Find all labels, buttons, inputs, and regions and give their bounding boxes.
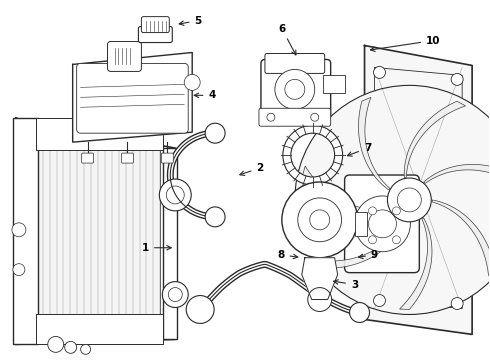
Text: 3: 3: [334, 280, 358, 289]
Circle shape: [275, 69, 315, 109]
Circle shape: [368, 210, 396, 238]
Text: 2: 2: [240, 163, 264, 175]
Circle shape: [285, 80, 305, 99]
Circle shape: [267, 113, 275, 121]
Text: 8: 8: [277, 250, 298, 260]
Circle shape: [48, 336, 64, 352]
Polygon shape: [302, 166, 389, 212]
Circle shape: [388, 178, 431, 222]
FancyBboxPatch shape: [13, 118, 38, 345]
Text: 9: 9: [359, 250, 378, 260]
Polygon shape: [365, 45, 472, 334]
FancyBboxPatch shape: [261, 59, 331, 119]
Circle shape: [451, 298, 463, 310]
Circle shape: [159, 179, 191, 211]
Circle shape: [310, 210, 330, 230]
FancyBboxPatch shape: [163, 148, 177, 339]
FancyBboxPatch shape: [107, 41, 142, 71]
Polygon shape: [73, 53, 192, 142]
FancyBboxPatch shape: [344, 175, 419, 273]
Polygon shape: [424, 165, 490, 185]
Circle shape: [349, 302, 369, 323]
Circle shape: [397, 188, 421, 212]
Circle shape: [308, 288, 332, 311]
Circle shape: [184, 75, 200, 90]
Circle shape: [298, 198, 342, 242]
Polygon shape: [359, 97, 390, 190]
FancyBboxPatch shape: [355, 212, 367, 236]
Polygon shape: [302, 258, 338, 300]
FancyBboxPatch shape: [36, 118, 163, 150]
Circle shape: [168, 288, 182, 302]
Text: 1: 1: [142, 243, 171, 253]
Circle shape: [166, 186, 184, 204]
FancyBboxPatch shape: [265, 54, 325, 73]
Circle shape: [392, 236, 400, 244]
Circle shape: [81, 345, 91, 354]
FancyBboxPatch shape: [122, 153, 133, 163]
FancyBboxPatch shape: [259, 108, 331, 126]
Polygon shape: [16, 118, 175, 345]
Text: 7: 7: [347, 143, 371, 156]
Polygon shape: [318, 222, 404, 268]
Circle shape: [373, 67, 386, 78]
Text: 6: 6: [278, 24, 296, 55]
Circle shape: [282, 182, 358, 258]
FancyBboxPatch shape: [82, 153, 94, 163]
Text: 5: 5: [179, 15, 202, 26]
Polygon shape: [36, 120, 160, 342]
Circle shape: [311, 113, 319, 121]
Circle shape: [355, 196, 410, 252]
FancyBboxPatch shape: [76, 63, 188, 133]
Circle shape: [295, 85, 490, 315]
FancyBboxPatch shape: [142, 17, 169, 32]
Text: 10: 10: [370, 36, 441, 51]
Circle shape: [162, 282, 188, 307]
Circle shape: [13, 264, 25, 276]
Circle shape: [451, 73, 463, 85]
Text: 4: 4: [194, 90, 216, 100]
Polygon shape: [432, 200, 490, 276]
Circle shape: [65, 341, 76, 353]
FancyBboxPatch shape: [36, 315, 163, 345]
Circle shape: [186, 296, 214, 323]
Circle shape: [373, 294, 386, 306]
Circle shape: [205, 123, 225, 143]
FancyBboxPatch shape: [138, 27, 172, 42]
Circle shape: [12, 223, 26, 237]
FancyBboxPatch shape: [161, 153, 173, 163]
Circle shape: [368, 236, 376, 244]
Polygon shape: [399, 218, 432, 310]
Circle shape: [205, 207, 225, 227]
Circle shape: [368, 207, 376, 215]
Circle shape: [392, 207, 400, 215]
FancyBboxPatch shape: [323, 75, 344, 93]
Polygon shape: [404, 101, 466, 177]
